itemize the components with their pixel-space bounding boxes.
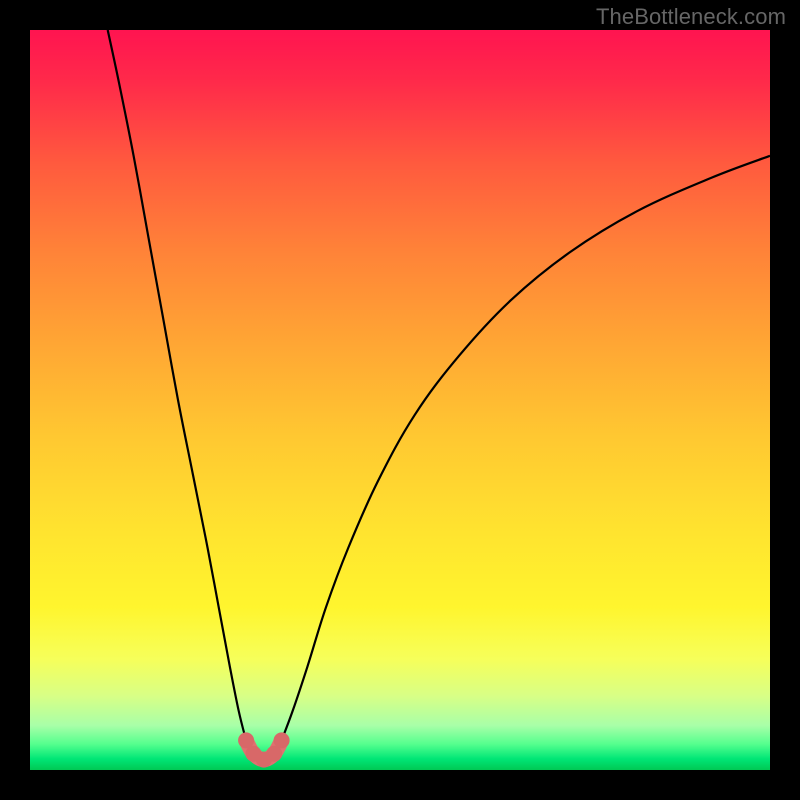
- chart-plot-background: [30, 30, 770, 770]
- watermark-text: TheBottleneck.com: [596, 4, 786, 30]
- bottleneck-curve-chart: [0, 0, 800, 800]
- trough-marker: [274, 732, 290, 748]
- chart-root: TheBottleneck.com: [0, 0, 800, 800]
